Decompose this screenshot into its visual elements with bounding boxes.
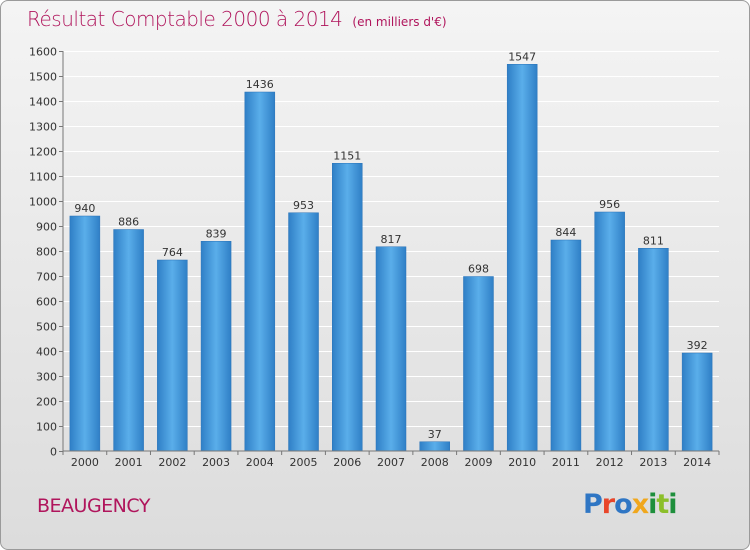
data-label: 764 bbox=[162, 246, 183, 259]
x-tick-label: 2014 bbox=[683, 456, 711, 469]
logo-letter: t bbox=[656, 489, 669, 520]
x-tick-label: 2000 bbox=[71, 456, 99, 469]
data-label: 1436 bbox=[246, 78, 274, 91]
bar bbox=[375, 246, 407, 452]
chart-title: Résultat Comptable 2000 à 2014 (en millie… bbox=[27, 7, 447, 31]
proxiti-logo: Proxiti bbox=[583, 489, 678, 520]
y-tick-label: 400 bbox=[36, 346, 57, 359]
data-label: 953 bbox=[293, 199, 314, 212]
data-label: 940 bbox=[74, 202, 95, 215]
y-tick-label: 1600 bbox=[29, 46, 57, 59]
y-tick-label: 0 bbox=[50, 446, 57, 459]
bar bbox=[332, 163, 363, 452]
x-tick-label: 2001 bbox=[115, 456, 143, 469]
bar bbox=[288, 212, 319, 452]
data-label: 811 bbox=[643, 234, 664, 247]
data-label: 698 bbox=[468, 263, 489, 276]
y-tick-label: 1400 bbox=[29, 96, 57, 109]
data-label: 839 bbox=[206, 227, 227, 240]
bar bbox=[550, 239, 582, 452]
x-tick-label: 2002 bbox=[158, 456, 186, 469]
y-tick-label: 700 bbox=[36, 271, 57, 284]
y-tick-label: 600 bbox=[36, 296, 57, 309]
y-tick-label: 200 bbox=[36, 396, 57, 409]
logo-letter: r bbox=[601, 489, 615, 520]
logo-letter: i bbox=[648, 489, 657, 520]
x-tick-label: 2010 bbox=[508, 456, 536, 469]
y-tick-label: 800 bbox=[36, 246, 57, 259]
y-tick-label: 1200 bbox=[29, 146, 57, 159]
x-tick-label: 2009 bbox=[464, 456, 492, 469]
bar bbox=[506, 64, 538, 452]
bar bbox=[113, 229, 144, 452]
logo-letter: o bbox=[614, 489, 633, 520]
data-label: 886 bbox=[118, 216, 139, 229]
y-tick-label: 100 bbox=[36, 421, 57, 434]
y-tick-label: 500 bbox=[36, 321, 57, 334]
x-tick-label: 2011 bbox=[552, 456, 580, 469]
chart-unit-note: (en milliers d'€) bbox=[352, 15, 447, 29]
data-label: 1151 bbox=[333, 149, 361, 162]
bar bbox=[419, 441, 450, 452]
data-label: 844 bbox=[555, 226, 576, 239]
bar bbox=[594, 211, 625, 452]
bar bbox=[463, 276, 494, 452]
bars: 940 886 764 839 1436 953 1151 817 37 698 1547 844 95… bbox=[69, 50, 713, 452]
y-tick-label: 1000 bbox=[29, 196, 57, 209]
data-label: 817 bbox=[381, 233, 402, 246]
data-label: 37 bbox=[428, 428, 442, 441]
bar bbox=[638, 248, 669, 452]
y-tick-label: 1300 bbox=[29, 121, 57, 134]
x-tick-label: 2012 bbox=[596, 456, 624, 469]
x-tick-label: 2003 bbox=[202, 456, 230, 469]
y-tick-label: 300 bbox=[36, 371, 57, 384]
chart-title-text: Résultat Comptable 2000 à 2014 bbox=[27, 7, 343, 31]
bar bbox=[681, 352, 713, 452]
x-tick-label: 2006 bbox=[333, 456, 361, 469]
x-tick-label: 2013 bbox=[639, 456, 667, 469]
data-label: 392 bbox=[687, 339, 708, 352]
bar bbox=[69, 215, 101, 452]
logo-letter: i bbox=[668, 489, 677, 520]
y-tick-label: 1100 bbox=[29, 171, 57, 184]
bar bbox=[157, 259, 188, 452]
logo-letter: x bbox=[631, 489, 649, 520]
y-tick-label: 1500 bbox=[29, 71, 57, 84]
data-label: 1547 bbox=[508, 50, 536, 63]
y-tick-label: 900 bbox=[36, 221, 57, 234]
bar bbox=[244, 91, 276, 452]
y-axis: 0 100 200 300 400 500 600 700 800 900 1000 1100 1200… bbox=[29, 46, 64, 459]
x-tick-label: 2008 bbox=[421, 456, 449, 469]
data-label: 956 bbox=[599, 198, 620, 211]
x-tick-label: 2004 bbox=[246, 456, 274, 469]
logo-letter: P bbox=[583, 489, 603, 520]
x-axis: 2000 2001 2002 2003 2004 2005 2006 2007 2008 2009… bbox=[62, 450, 720, 469]
x-tick-label: 2005 bbox=[290, 456, 318, 469]
x-tick-label: 2007 bbox=[377, 456, 405, 469]
bar bbox=[200, 241, 232, 452]
city-name: BEAUGENCY bbox=[37, 495, 150, 517]
